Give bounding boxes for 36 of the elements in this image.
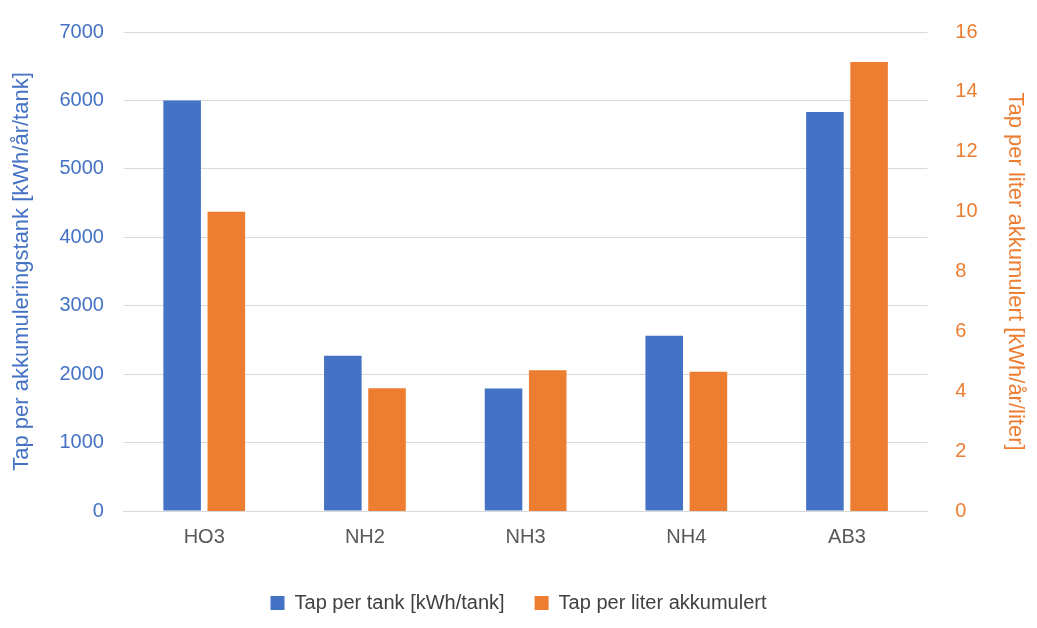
y2-tick-label: 0: [955, 498, 967, 521]
bar: [368, 388, 406, 511]
bar: [484, 388, 523, 511]
legend-label: Tap per tank [kWh/tank]: [294, 590, 505, 613]
y-tick-label: 1000: [59, 430, 104, 453]
bar: [207, 211, 246, 511]
y2-tick-label: 6: [955, 318, 967, 341]
x-tick-label: NH3: [505, 524, 546, 547]
bar: [645, 335, 683, 511]
y2-tick-label: 4: [955, 378, 967, 401]
bar: [324, 355, 362, 511]
x-tick-label: AB3: [828, 524, 866, 547]
y2-tick-label: 16: [955, 19, 978, 42]
y2-tick-label: 14: [955, 79, 978, 102]
y2-tick-label: 10: [955, 199, 978, 222]
bar: [806, 112, 844, 511]
bar: [163, 100, 201, 511]
y2-tick-label: 12: [955, 139, 978, 162]
y-tick-label: 0: [92, 498, 104, 521]
y-tick-label: 2000: [59, 361, 104, 384]
y-tick-label: 3000: [59, 293, 104, 316]
bar: [689, 371, 728, 511]
y-tick-label: 4000: [59, 224, 104, 247]
y-tick-label: 5000: [59, 156, 104, 179]
bar: [850, 61, 888, 511]
y-tick-label: 6000: [59, 87, 104, 110]
y-tick-label: 7000: [59, 19, 104, 42]
x-tick-label: NH2: [344, 524, 385, 547]
y2-tick-label: 2: [955, 438, 967, 461]
x-tick-label: NH4: [666, 524, 707, 547]
x-tick-label: HO3: [183, 524, 225, 547]
y2-tick-label: 8: [955, 259, 967, 282]
legend-label: Tap per liter akkumulert: [558, 590, 767, 613]
bar: [528, 370, 567, 511]
y-axis-title: Tap per akkumuleringstank [kWh/år/tank]: [8, 72, 34, 471]
y2-axis-title: Tap per liter akkumulert [kWh/år/liter]: [1003, 92, 1029, 451]
